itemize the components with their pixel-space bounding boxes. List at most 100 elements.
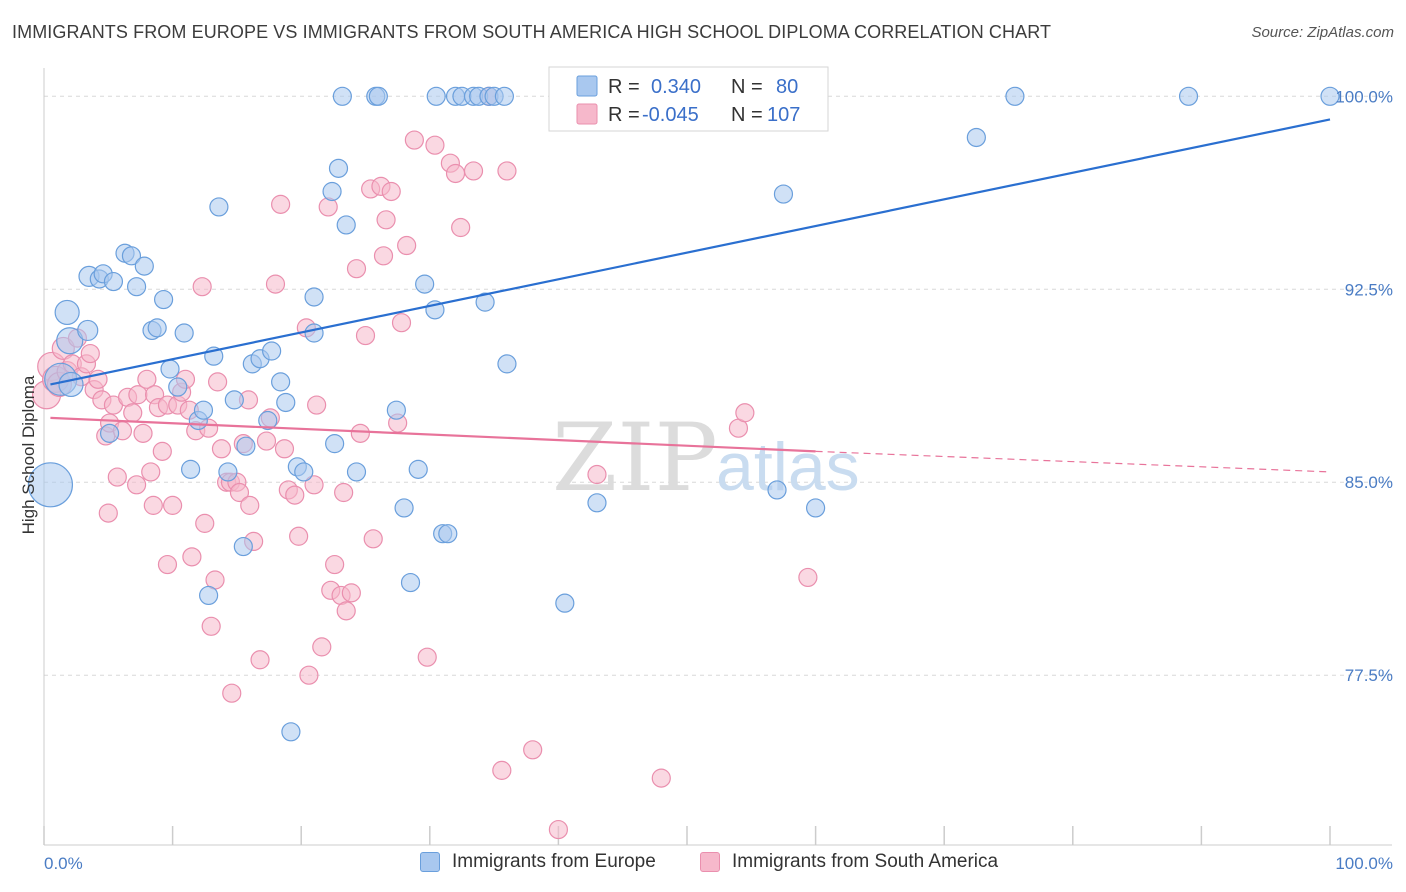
data-point — [651, 768, 671, 788]
data-point — [497, 354, 517, 374]
y-tick-label: 92.5% — [1345, 280, 1393, 299]
data-point — [160, 359, 180, 379]
legend-n-value-europe: 80 — [776, 76, 798, 98]
data-point — [201, 616, 221, 636]
data-point — [523, 740, 543, 760]
data-point — [341, 583, 361, 603]
legend-n-label-europe: N = — [731, 76, 763, 98]
data-point — [373, 246, 394, 266]
data-point — [289, 526, 309, 546]
data-point — [386, 400, 406, 420]
data-point — [325, 554, 345, 575]
data-point — [123, 403, 143, 423]
data-point — [332, 86, 352, 106]
chart-title: IMMIGRANTS FROM EUROPE VS IMMIGRANTS FRO… — [12, 22, 1052, 42]
watermark-zip: ZIP — [552, 404, 718, 513]
data-point — [126, 475, 147, 495]
data-point — [222, 683, 242, 703]
data-point — [415, 274, 435, 294]
legend-r-value-south-america: -0.045 — [642, 104, 699, 126]
data-point — [80, 343, 100, 364]
data-point — [168, 377, 188, 397]
data-point — [233, 536, 253, 557]
data-point — [381, 181, 401, 202]
data-point — [77, 319, 99, 342]
data-point — [103, 271, 124, 292]
data-point — [153, 289, 174, 310]
data-point — [394, 498, 414, 518]
grid-lines — [44, 95, 1392, 676]
data-point — [334, 482, 354, 503]
data-point — [966, 127, 986, 148]
data-point — [325, 434, 345, 454]
data-point — [492, 760, 512, 780]
data-point — [181, 459, 201, 479]
trend-line — [50, 118, 1331, 386]
data-point — [355, 325, 376, 346]
data-point — [27, 462, 74, 508]
data-point — [408, 459, 428, 479]
data-point — [767, 480, 787, 500]
data-points — [27, 86, 1340, 840]
legend-swatch-south-america-bottom — [700, 852, 720, 872]
data-point — [99, 423, 120, 443]
data-point — [445, 163, 466, 184]
y-tick-label: 77.5% — [1345, 666, 1393, 685]
data-point — [438, 524, 458, 544]
stats-legend: R = 0.340 N = 80 R = -0.045 N = 107 — [548, 66, 829, 132]
trend-line-extension — [815, 450, 1331, 473]
data-point — [299, 665, 319, 685]
data-point — [307, 395, 327, 415]
y-tick-label: 100.0% — [1335, 87, 1393, 106]
data-point — [397, 235, 417, 256]
data-point — [548, 819, 569, 840]
data-point — [163, 495, 183, 515]
data-point — [1005, 86, 1025, 106]
legend-n-label-south-america: N = — [731, 104, 763, 126]
data-point — [346, 462, 367, 482]
data-point — [494, 86, 514, 106]
data-point — [208, 372, 228, 392]
legend-swatch-south-america — [576, 103, 598, 125]
data-point — [141, 462, 161, 482]
data-point — [285, 485, 305, 505]
data-point — [294, 462, 314, 482]
data-point — [192, 277, 212, 297]
data-point — [147, 318, 167, 338]
data-point — [497, 161, 517, 181]
legend-n-value-south-america: 107 — [767, 104, 800, 126]
legend-label-south-america: Immigrants from South America — [732, 851, 999, 872]
chart-source: Source: ZipAtlas.com — [1251, 24, 1394, 41]
tick-labels: 77.5% 85.0% 92.5% 100.0% 0.0% 100.0% — [44, 87, 1393, 873]
data-point — [798, 567, 818, 588]
data-point — [391, 313, 412, 333]
data-point — [404, 130, 424, 150]
data-point — [376, 210, 396, 230]
data-point — [312, 637, 332, 657]
legend-r-label-south-america: R = — [608, 104, 640, 126]
data-point — [1320, 86, 1340, 106]
data-point — [229, 482, 250, 503]
data-point — [475, 292, 495, 312]
x-tick-label: 100.0% — [1335, 854, 1393, 873]
data-point — [322, 181, 342, 202]
data-point — [143, 495, 163, 515]
x-tick-label: 0.0% — [44, 854, 83, 873]
data-point — [224, 390, 244, 410]
data-point — [174, 323, 194, 343]
data-point — [400, 572, 421, 593]
data-point — [182, 547, 202, 567]
data-point — [126, 277, 147, 297]
data-point — [236, 436, 256, 456]
data-point — [1178, 86, 1199, 106]
data-point — [587, 493, 607, 513]
data-point — [587, 464, 607, 485]
series-legend: Immigrants from Europe Immigrants from S… — [0, 851, 1406, 881]
data-point — [54, 299, 80, 326]
data-point — [336, 601, 356, 621]
y-axis-label: High School Diploma — [19, 375, 38, 534]
y-tick-label: 85.0% — [1345, 473, 1393, 492]
data-point — [250, 650, 270, 670]
data-point — [193, 400, 214, 420]
